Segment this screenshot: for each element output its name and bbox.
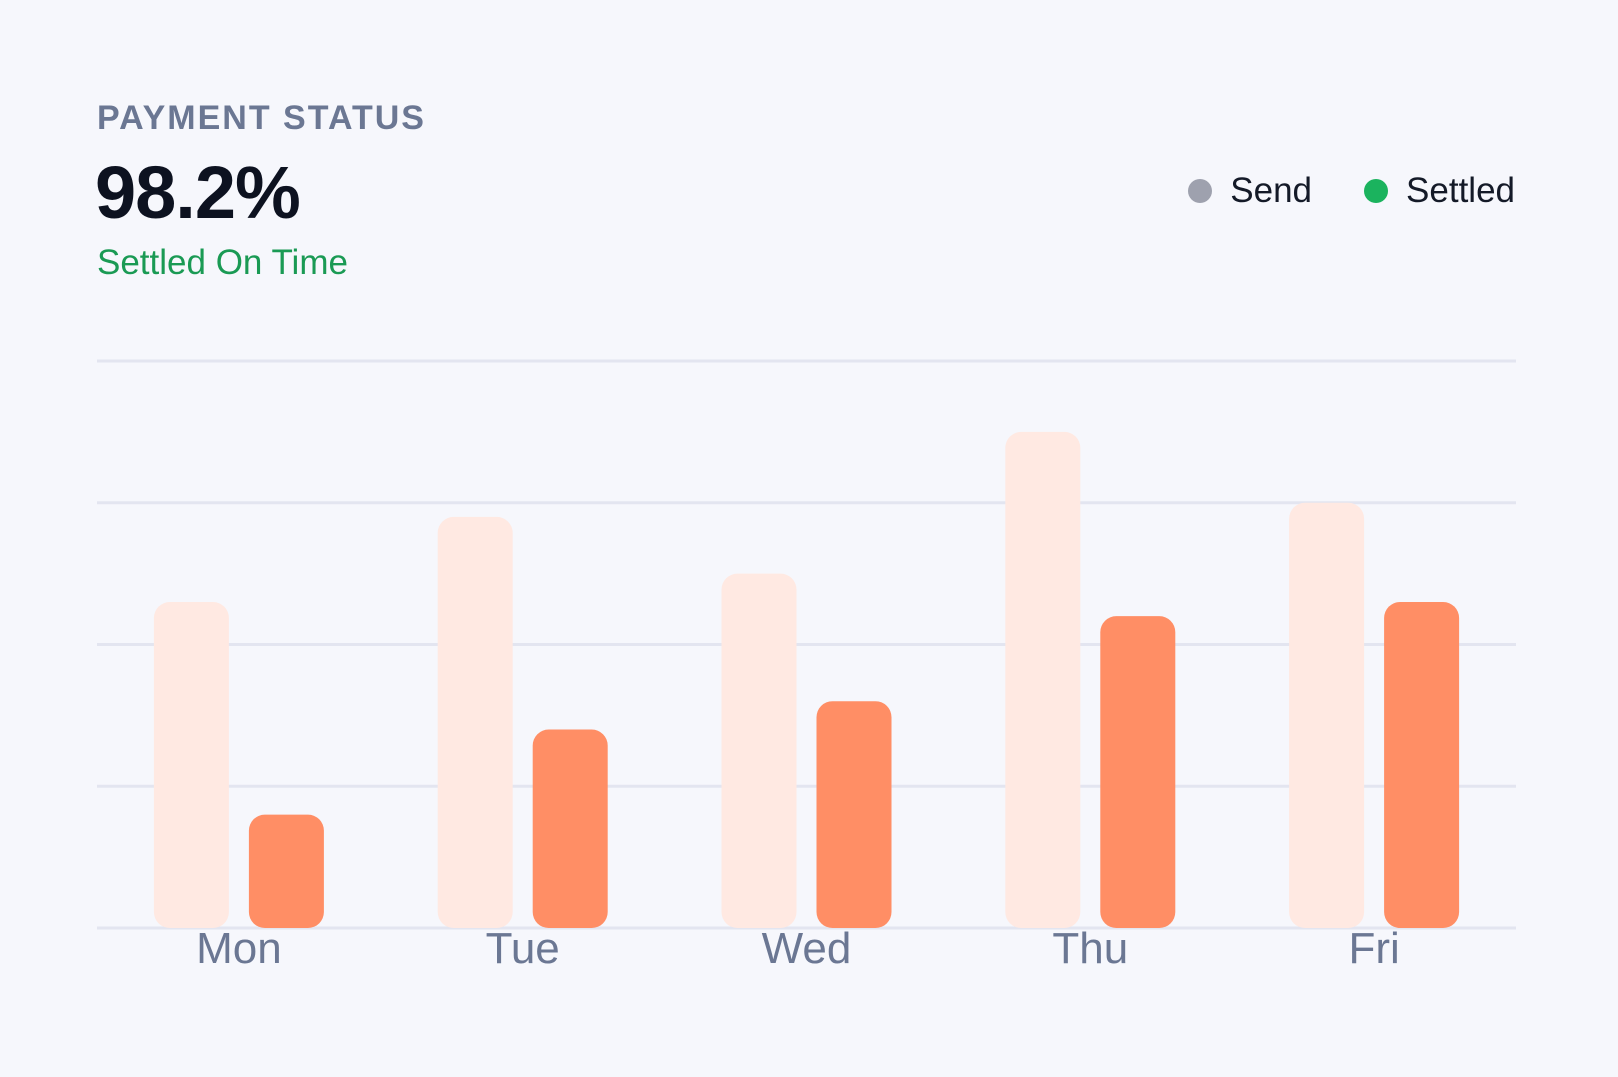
x-tick-label-thu: Thu bbox=[1052, 924, 1128, 973]
bar-settled-thu[interactable] bbox=[1100, 616, 1176, 928]
legend-item-settled[interactable]: Settled bbox=[1364, 171, 1515, 211]
chart-legend: Send Settled bbox=[1188, 171, 1515, 211]
bar-send-fri[interactable] bbox=[1289, 502, 1365, 928]
legend-dot-send bbox=[1188, 179, 1213, 203]
gridlines bbox=[97, 359, 1516, 930]
x-tick-label-tue: Tue bbox=[486, 924, 560, 973]
x-tick-label-fri: Fri bbox=[1348, 924, 1399, 973]
bars: Mon Tue Wed Thu Fri bbox=[153, 431, 1460, 973]
legend-label-settled: Settled bbox=[1406, 171, 1515, 210]
legend-label-send: Send bbox=[1230, 171, 1313, 210]
x-tick-label-wed: Wed bbox=[762, 924, 852, 973]
legend-item-send[interactable]: Send bbox=[1188, 171, 1312, 211]
bar-settled-tue[interactable] bbox=[532, 729, 608, 928]
bar-send-tue[interactable] bbox=[437, 516, 513, 928]
headline-subtitle: Settled On Time bbox=[97, 243, 348, 282]
card-eyebrow: PAYMENT STATUS bbox=[97, 99, 426, 137]
bar-settled-mon[interactable] bbox=[248, 814, 324, 928]
bar-send-thu[interactable] bbox=[1005, 431, 1081, 928]
legend-dot-settled bbox=[1364, 179, 1389, 203]
bar-send-wed[interactable] bbox=[721, 573, 797, 928]
bar-send-mon[interactable] bbox=[153, 601, 229, 928]
x-tick-label-mon: Mon bbox=[196, 924, 282, 973]
bar-settled-wed[interactable] bbox=[816, 701, 892, 928]
bar-settled-fri[interactable] bbox=[1384, 601, 1460, 928]
headline-value: 98.2% bbox=[95, 151, 301, 234]
